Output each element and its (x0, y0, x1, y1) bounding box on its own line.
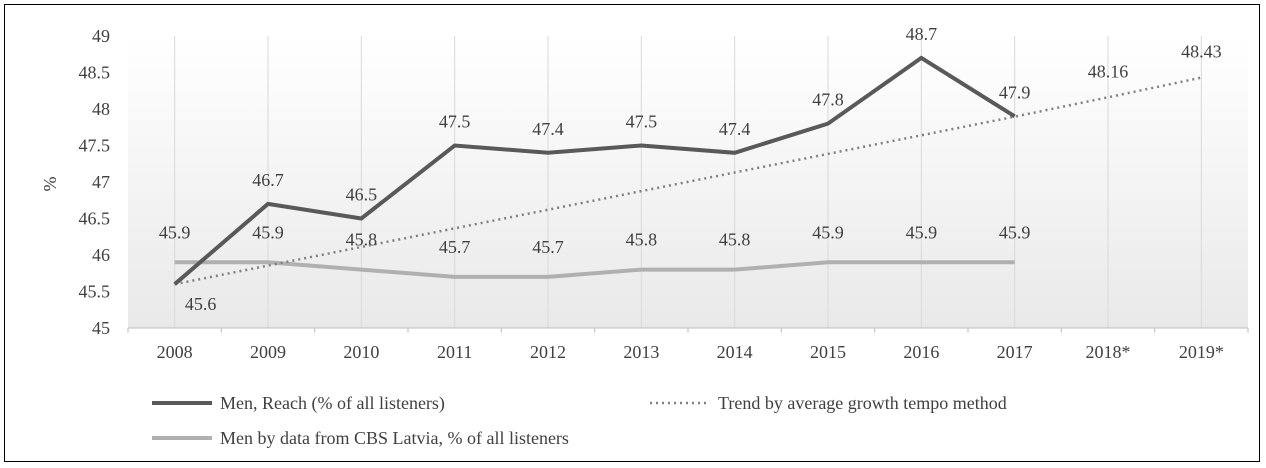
data-label-reach: 47.5 (439, 112, 471, 132)
y-tick-label: 45 (92, 318, 110, 338)
data-label-reach: 47.9 (999, 82, 1031, 102)
x-tick-label: 2009 (250, 342, 286, 362)
data-label-cbs: 45.9 (252, 222, 284, 242)
data-label-cbs: 45.7 (532, 237, 564, 257)
data-label-cbs: 45.8 (626, 230, 658, 250)
y-axis-label: % (40, 177, 60, 192)
y-tick-label: 47.5 (79, 136, 111, 156)
x-tick-label: 2018* (1086, 342, 1131, 362)
y-tick-label: 46.5 (79, 209, 111, 229)
data-label-reach: 46.5 (346, 185, 378, 205)
y-tick-label: 48 (92, 99, 110, 119)
data-label-cbs: 45.9 (159, 222, 191, 242)
x-tick-label: 2010 (343, 342, 379, 362)
x-tick-label: 2013 (623, 342, 659, 362)
data-label-cbs: 45.9 (906, 222, 938, 242)
y-tick-label: 49 (92, 26, 110, 46)
data-label-reach: 48.7 (906, 24, 938, 44)
series-line-1 (173, 55, 1016, 286)
y-tick-label: 47 (92, 172, 110, 192)
series-line-3 (174, 260, 1015, 279)
data-label-trend: 48.43 (1181, 42, 1222, 62)
y-tick-label: 46 (92, 245, 110, 265)
legend-label-1: Men, Reach (% of all listeners) (220, 393, 445, 414)
data-label-cbs: 45.8 (719, 230, 751, 250)
x-tick-label: 2011 (437, 342, 472, 362)
legend-label-2: Trend by average growth tempo method (718, 393, 1007, 413)
series-line-2 (174, 76, 1202, 286)
x-tick-label: 2008 (157, 342, 193, 362)
data-label-cbs: 45.8 (346, 230, 378, 250)
data-label-reach: 47.4 (719, 119, 751, 139)
x-tick-label: 2017 (997, 342, 1033, 362)
data-label-cbs: 45.7 (439, 237, 471, 257)
data-label-trend: 48.16 (1088, 61, 1129, 81)
data-label-reach: 47.4 (532, 119, 564, 139)
x-tick-label: 2019* (1179, 342, 1224, 362)
data-label-cbs: 45.9 (812, 222, 844, 242)
data-label-reach: 45.6 (185, 294, 217, 314)
data-label-reach: 47.8 (812, 90, 844, 110)
x-tick-label: 2012 (530, 342, 566, 362)
x-tick-label: 2016 (903, 342, 939, 362)
legend-label-3: Men by data from CBS Latvia, % of all li… (220, 428, 569, 448)
y-tick-label: 48.5 (79, 63, 111, 83)
data-label-reach: 47.5 (626, 112, 658, 132)
data-label-cbs: 45.9 (999, 222, 1031, 242)
x-tick-label: 2015 (810, 342, 846, 362)
x-tick-label: 2014 (717, 342, 753, 362)
data-label-reach: 46.7 (252, 170, 284, 190)
y-tick-label: 45.5 (79, 282, 111, 302)
